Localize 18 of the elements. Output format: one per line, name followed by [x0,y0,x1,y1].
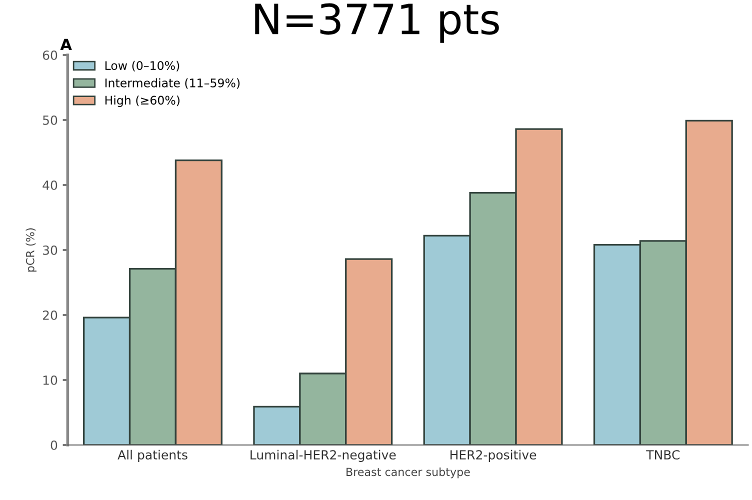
legend-label: Intermediate (11–59%) [105,78,240,89]
text: A [60,38,72,50]
y-tick-label: 0 [50,440,58,450]
y-tick-label: 60 [42,50,58,60]
y-tick-label: 40 [42,180,58,190]
legend-label: Low (0–10%) [105,60,180,72]
legend-label: High (≥60%) [105,96,180,107]
y-tick-label: 50 [43,115,58,125]
x-tick-label: HER2-positive [450,450,536,462]
x-axis-title: Breast cancer subtype [346,468,470,478]
y-axis-title: pCR (%) [26,228,36,272]
x-tick-label: All patients [118,450,188,462]
y-tick-label: 30 [43,245,58,255]
x-tick-label: Luminal-HER2-negative [250,450,396,462]
x-tick-label: TNBC [646,450,680,460]
chart-title: N=3771 pts [255,3,499,43]
y-tick-label: 10 [43,375,58,385]
y-tick-label: 20 [42,310,58,320]
